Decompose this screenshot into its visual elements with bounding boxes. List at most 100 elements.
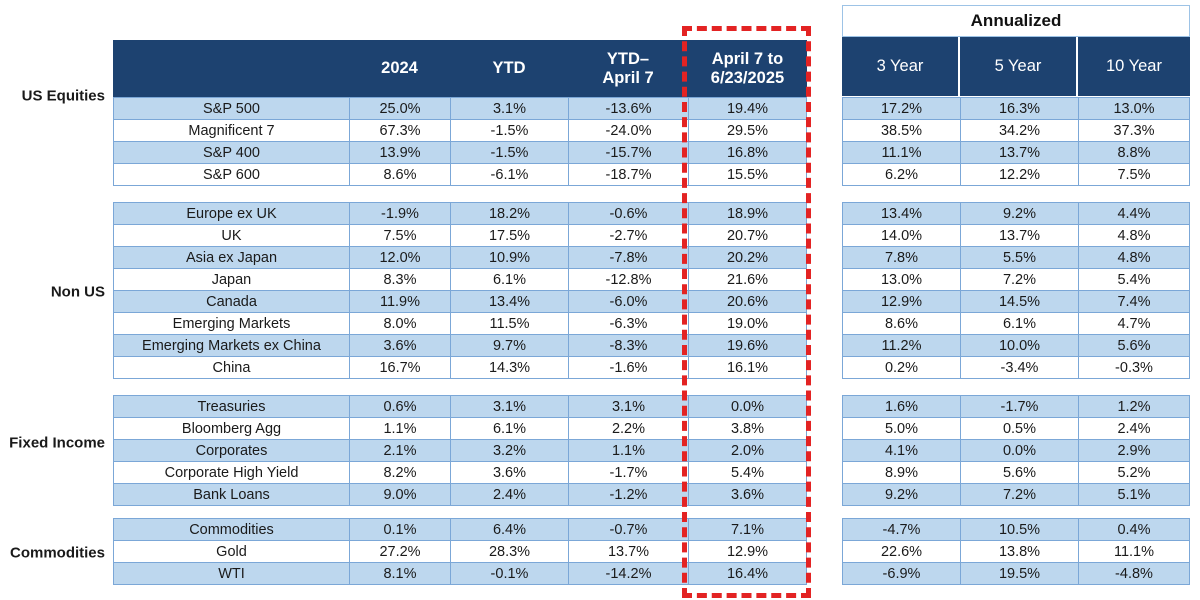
value-cell: -13.6% [569,98,689,119]
row-label: Canada [114,291,350,312]
value-cell: -1.7% [569,462,689,483]
value-cell: 6.4% [451,519,569,540]
annualized-row: 0.2% -3.4% -0.3% [843,357,1189,378]
value-cell: 1.1% [569,440,689,461]
value-cell: 1.6% [843,396,961,417]
column-header-april7-to-623: April 7 to 6/23/2025 [688,40,807,97]
value-cell: 2.4% [1117,420,1151,437]
table-row: WTI 8.1% -0.1% -14.2% 16.4% [114,563,806,584]
annualized-row: 1.6% -1.7% 1.2% [843,396,1189,418]
row-label: Gold [114,541,350,562]
value-cell: 16.7% [350,357,451,378]
value-cell: 11.1% [1113,543,1155,560]
value-cell: 20.7% [726,227,769,244]
table-row: Bloomberg Agg 1.1% 6.1% 2.2% 3.8% [114,418,806,440]
value-cell: 2.9% [1117,442,1151,459]
row-label: Commodities [114,519,350,540]
value-cell: 19.4% [726,100,769,117]
section-label-fixed-income: Fixed Income [9,434,105,452]
value-cell: 3.8% [730,420,765,437]
table-row: Corporates 2.1% 3.2% 1.1% 2.0% [114,440,806,462]
value-cell: 7.4% [1117,293,1151,310]
section-block-non-us: Europe ex UK -1.9% 18.2% -0.6% 18.9% UK 7.5% 17… [113,202,807,379]
row-label: UK [114,225,350,246]
annualized-block-us-equities: 17.2% 16.3% 13.0% 38.5% 34.2% 37.3% 11.1% 13.7%… [842,97,1190,186]
annualized-row: 22.6% 13.8% 11.1% [843,541,1189,563]
column-header-ytd: YTD [492,59,526,78]
main-table-header: 2024 YTD YTD– April 7 April 7 to 6/23/20… [113,40,807,97]
annualized-block-commodities: -4.7% 10.5% 0.4% 22.6% 13.8% 11.1% -6.9% 19.5% -… [842,518,1190,585]
value-cell: 10.9% [451,247,569,268]
value-cell: 17.2% [843,98,961,119]
table-row: Asia ex Japan 12.0% 10.9% -7.8% 20.2% [114,247,806,269]
value-cell: -14.2% [569,563,689,584]
table-row: Europe ex UK -1.9% 18.2% -0.6% 18.9% [114,203,806,225]
row-label: Corporate High Yield [114,462,350,483]
value-cell: 5.1% [1117,486,1151,503]
table-row: China 16.7% 14.3% -1.6% 16.1% [114,357,806,378]
value-cell: 11.5% [451,313,569,334]
value-cell: 14.5% [961,291,1079,312]
value-cell: 11.1% [843,142,961,163]
table-row: Emerging Markets ex China 3.6% 9.7% -8.3% 19… [114,335,806,357]
value-cell: 3.1% [569,396,689,417]
value-cell: 13.7% [569,541,689,562]
value-cell: 8.0% [350,313,451,334]
value-cell: 29.5% [726,122,769,139]
value-cell: 13.4% [451,291,569,312]
value-cell: 25.0% [350,98,451,119]
value-cell: 2.1% [350,440,451,461]
value-cell: -1.5% [451,120,569,141]
row-label: Emerging Markets [114,313,350,334]
row-label: S&P 400 [114,142,350,163]
value-cell: 0.1% [350,519,451,540]
value-cell: -1.6% [569,357,689,378]
annualized-row: -4.7% 10.5% 0.4% [843,519,1189,541]
value-cell: 3.1% [451,396,569,417]
header-line: April 7 [602,68,654,87]
annualized-row: 13.4% 9.2% 4.4% [843,203,1189,225]
value-cell: -6.1% [451,164,569,185]
section-block-us-equities: S&P 500 25.0% 3.1% -13.6% 19.4% Magnificent 7… [113,97,807,186]
value-cell: 5.6% [1117,337,1151,354]
value-cell: -6.3% [569,313,689,334]
row-label: Asia ex Japan [114,247,350,268]
header-line: 6/23/2025 [710,68,785,87]
annualized-block-non-us: 13.4% 9.2% 4.4% 14.0% 13.7% 4.8% 7.8% 5.5% 4.8% 1… [842,202,1190,379]
table-row: Japan 8.3% 6.1% -12.8% 21.6% [114,269,806,291]
value-cell: 2.2% [569,418,689,439]
value-cell: 4.4% [1117,205,1151,222]
value-cell: 13.0% [1113,100,1155,117]
value-cell: -3.4% [961,357,1079,378]
column-header-10-year: 10 Year [1078,37,1190,96]
row-label: WTI [114,563,350,584]
annualized-row: 11.2% 10.0% 5.6% [843,335,1189,357]
value-cell: 10.0% [961,335,1079,356]
value-cell: 9.2% [961,203,1079,224]
value-cell: 4.8% [1117,227,1151,244]
value-cell: 2.0% [730,442,765,459]
value-cell: 18.9% [726,205,769,222]
value-cell: 6.2% [843,164,961,185]
row-label: S&P 600 [114,164,350,185]
value-cell: 6.1% [451,269,569,290]
value-cell: -6.0% [569,291,689,312]
row-label: Japan [114,269,350,290]
value-cell: 9.0% [350,484,451,505]
value-cell: 12.2% [961,164,1079,185]
value-cell: 7.8% [843,247,961,268]
row-label: Bank Loans [114,484,350,505]
value-cell: 67.3% [350,120,451,141]
value-cell: -0.3% [1115,359,1153,376]
value-cell: -18.7% [569,164,689,185]
column-header-2024: 2024 [381,59,418,78]
value-cell: 12.0% [350,247,451,268]
value-cell: 13.4% [843,203,961,224]
value-cell: 11.9% [350,291,451,312]
row-label: Corporates [114,440,350,461]
table-row: Gold 27.2% 28.3% 13.7% 12.9% [114,541,806,563]
value-cell: 38.5% [843,120,961,141]
value-cell: 37.3% [1113,122,1155,139]
value-cell: 5.6% [961,462,1079,483]
